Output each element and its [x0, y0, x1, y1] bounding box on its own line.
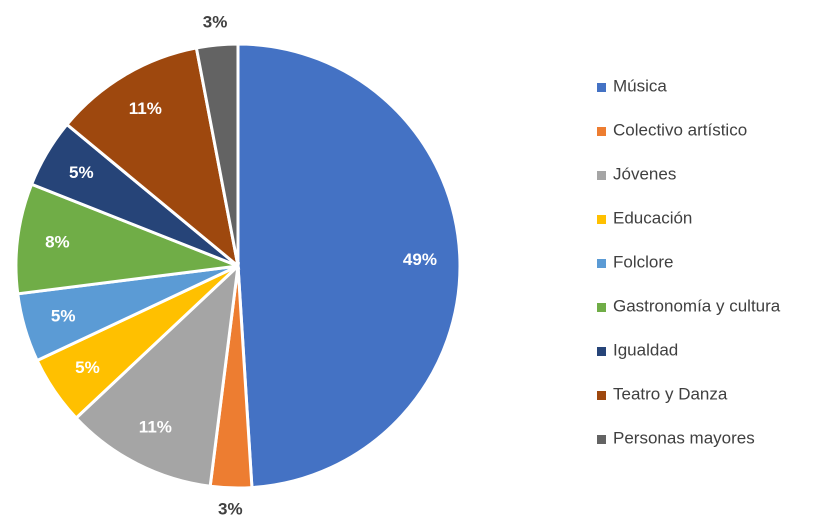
legend-swatch — [597, 391, 606, 400]
data-label: 49% — [403, 250, 437, 269]
legend-label: Igualdad — [613, 340, 678, 359]
legend-label: Colectivo artístico — [613, 120, 747, 139]
legend-swatch — [597, 127, 606, 136]
data-label: 3% — [203, 13, 228, 32]
legend-label: Folclore — [613, 252, 673, 271]
data-label: 11% — [139, 418, 172, 437]
legend-label: Jóvenes — [613, 164, 676, 183]
legend-label: Música — [613, 76, 667, 95]
pie-slice — [74, 262, 241, 488]
data-label: 5% — [75, 358, 100, 377]
legend-swatch — [597, 215, 606, 224]
pie-slice — [194, 42, 240, 267]
legend-swatch — [597, 171, 606, 180]
data-label: 8% — [45, 233, 70, 252]
data-label: 5% — [51, 306, 76, 325]
data-label: 5% — [69, 163, 94, 182]
legend-swatch — [597, 347, 606, 356]
legend-swatch — [597, 259, 606, 268]
legend-label: Teatro y Danza — [613, 384, 728, 403]
pie-slice — [236, 42, 462, 490]
legend-label: Educación — [613, 208, 692, 227]
legend-label: Gastronomía y cultura — [613, 296, 781, 315]
pie-slice — [14, 182, 239, 296]
legend-swatch — [597, 303, 606, 312]
legend-swatch — [597, 83, 606, 92]
legend-swatch — [597, 435, 606, 444]
pie-slice — [64, 46, 241, 270]
data-label: 3% — [218, 499, 243, 518]
data-label: 11% — [129, 99, 162, 118]
legend-label: Personas mayores — [613, 428, 755, 447]
